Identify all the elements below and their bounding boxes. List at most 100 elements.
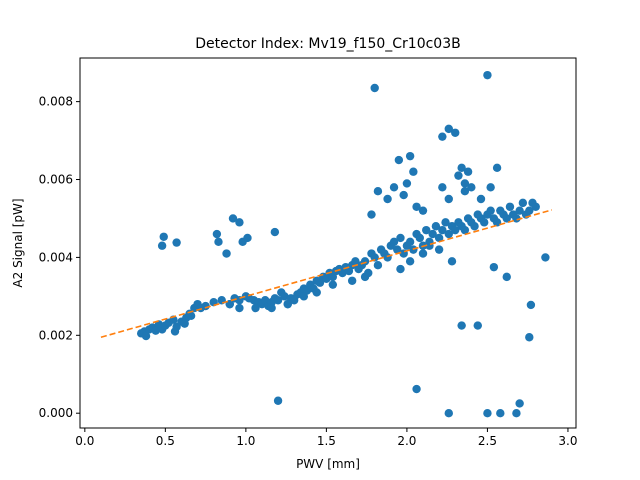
data-point-133 [405,151,415,161]
data-point-120 [235,218,244,227]
data-point-141 [457,163,466,173]
data-point-137 [412,384,421,394]
data-point-110 [525,206,534,215]
data-point-145 [438,183,447,192]
data-point-151 [486,183,495,192]
data-point-100 [492,218,502,227]
data-point-115 [172,238,181,247]
data-point-93 [470,222,479,231]
x-axis-label: PWV [mm] [296,457,360,471]
data-point-153 [457,321,466,330]
data-point-114 [159,232,168,241]
data-point-107 [515,206,524,215]
data-point-112 [531,202,540,211]
data-point-148 [467,183,476,192]
data-point-157 [496,409,505,418]
data-point-2 [141,331,151,341]
data-point-146 [444,194,453,204]
data-point-160 [525,333,534,342]
fit-line-layer [100,209,553,339]
data-point-134 [409,167,418,176]
data-point-139 [444,124,453,134]
data-point-143 [460,187,470,196]
data-point-98 [486,206,495,215]
data-point-136 [418,206,428,215]
data-point-150 [483,70,492,80]
data-point-80 [428,229,437,239]
data-point-78 [422,225,431,235]
data-point-184 [186,311,196,321]
y-tick-label: 0.004 [39,250,73,264]
data-point-126 [373,187,383,196]
data-point-172 [347,276,357,285]
chart-title: Detector Index: Mv19_f150_Cr10c03B [195,36,460,52]
x-tick-label: 2.0 [397,434,416,448]
data-point-129 [389,183,399,192]
x-tick-label: 3.0 [558,434,577,448]
data-point-144 [454,171,463,180]
data-point-87 [451,225,460,235]
data-point-181 [170,327,180,336]
data-point-138 [438,132,447,141]
data-point-122 [243,233,252,243]
data-point-119 [228,214,238,223]
data-point-158 [512,409,521,418]
x-tick-label: 1.0 [236,434,255,448]
x-tick-label: 1.5 [317,434,336,448]
data-point-178 [251,303,260,313]
data-point-127 [367,210,376,219]
data-point-156 [483,409,492,418]
data-point-5 [151,326,160,335]
data-point-118 [222,249,231,258]
x-tick-label: 2.5 [478,434,497,448]
data-point-90 [460,225,470,235]
y-tick-label: 0.002 [39,328,73,342]
data-point-66 [383,253,392,262]
fit-line [100,209,553,339]
data-point-56 [351,257,360,266]
data-point-149 [476,194,486,204]
data-point-174 [312,288,321,297]
data-point-69 [393,245,402,254]
data-point-117 [214,237,223,247]
data-point-179 [235,303,244,313]
data-point-124 [273,396,283,405]
data-point-83 [438,225,447,235]
data-point-104 [505,202,515,211]
data-point-177 [267,303,276,313]
data-point-166 [434,245,444,254]
data-point-123 [270,227,280,237]
y-tick-label: 0.006 [39,173,73,187]
data-point-142 [463,167,473,176]
data-point-63 [373,261,383,270]
y-axis-label: A2 Signal [pW] [11,198,25,287]
x-axis-ticks: 0.0 0.5 1.0 1.5 2.0 2.5 3.0 [75,428,577,448]
data-point-85 [444,229,453,239]
data-point-155 [444,409,453,418]
data-point-84 [441,218,450,227]
data-point-154 [473,321,482,330]
data-point-70 [396,233,405,243]
data-point-81 [431,222,441,231]
y-axis-ticks: 0.000 0.002 0.004 0.006 0.008 [39,95,80,420]
data-point-82 [434,233,444,243]
data-point-175 [299,292,309,301]
data-point-73 [405,237,415,247]
data-point-113 [157,241,167,250]
data-point-106 [512,214,521,223]
x-tick-label: 0.5 [156,434,175,448]
data-point-132 [402,179,412,188]
data-point-159 [515,399,524,408]
data-point-62 [370,253,379,262]
data-point-169 [405,257,415,266]
y-tick-label: 0.008 [39,95,73,109]
data-point-140 [451,128,460,137]
data-point-76 [415,233,424,243]
data-point-182 [180,319,189,328]
data-point-32 [273,296,283,305]
data-point-152 [492,163,502,173]
data-point-128 [383,194,392,204]
data-point-116 [212,229,222,239]
